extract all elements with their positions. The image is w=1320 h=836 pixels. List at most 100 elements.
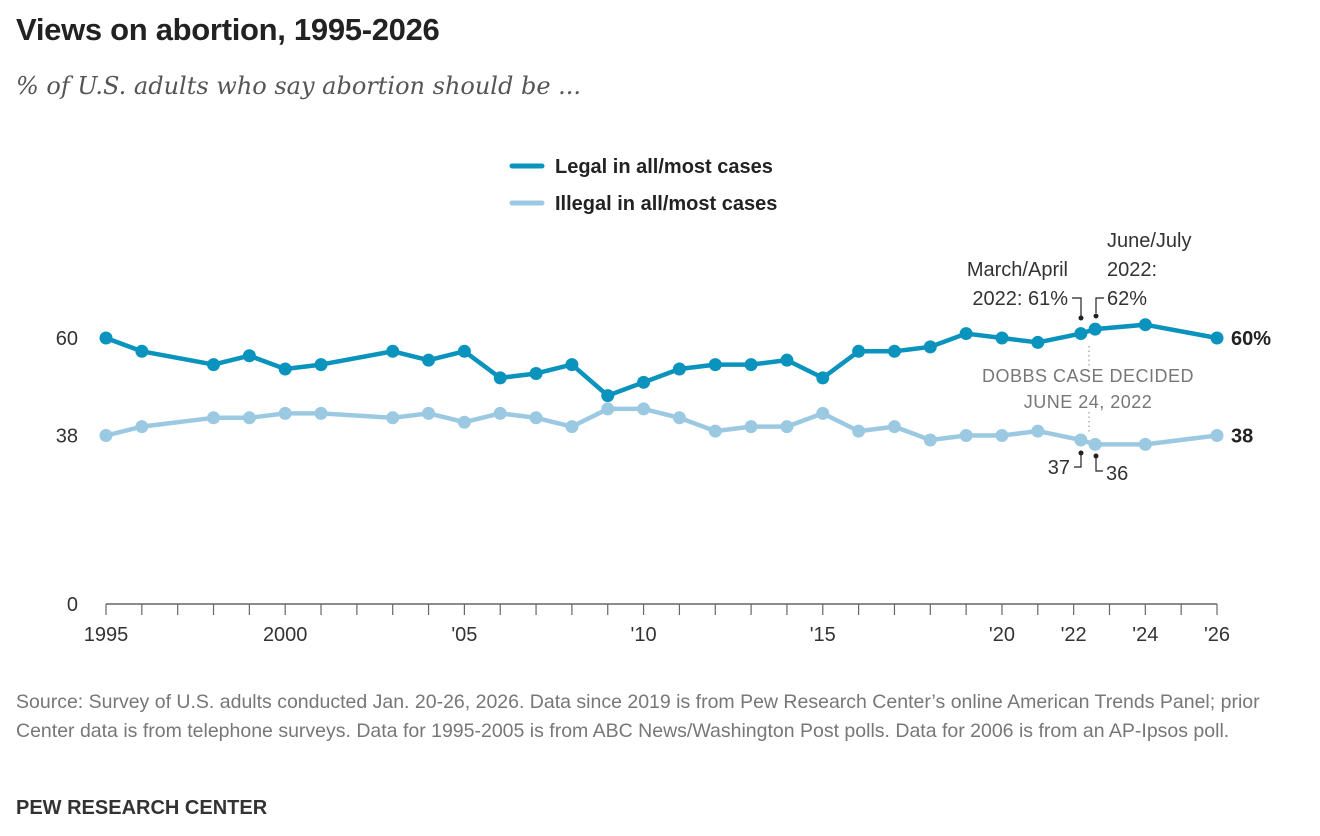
data-point: [1074, 433, 1088, 447]
anno-june-line2: 2022:: [1107, 259, 1157, 281]
data-point: [457, 344, 471, 358]
data-point: [887, 344, 901, 358]
data-point: [242, 349, 256, 363]
data-point: [278, 362, 292, 376]
x-tick-label: '10: [631, 624, 657, 646]
data-point: [923, 433, 937, 447]
data-point: [1088, 322, 1102, 336]
data-point: [278, 406, 292, 420]
anno-june-leader: [1095, 297, 1104, 313]
anno-37-label: 37: [1048, 457, 1070, 479]
anno-march-leader: [1072, 297, 1082, 316]
series-group: 60% 38: [99, 318, 1271, 451]
data-point: [314, 406, 328, 420]
legend-label-legal: Legal in all/most cases: [555, 156, 773, 178]
data-point: [995, 429, 1009, 443]
data-point: [493, 371, 507, 385]
data-point: [816, 371, 830, 385]
data-point: [1031, 424, 1045, 438]
data-point: [493, 406, 507, 420]
anno-june-line3: 62%: [1107, 288, 1147, 310]
data-point: [529, 411, 543, 425]
series-illegal: 38: [99, 402, 1253, 451]
anno-march-line2: 2022: 61%: [972, 288, 1068, 310]
data-point: [887, 420, 901, 434]
data-point: [601, 389, 615, 403]
x-tick-label: '15: [810, 624, 836, 646]
data-point: [744, 420, 758, 434]
data-point: [959, 429, 973, 443]
data-point: [1210, 331, 1224, 345]
data-point: [780, 420, 794, 434]
data-point: [923, 340, 937, 354]
data-point: [242, 411, 256, 425]
x-tick-label: '26: [1204, 624, 1230, 646]
anno-june-line1: June/July: [1107, 230, 1192, 252]
anno-36-dot: [1093, 453, 1099, 459]
legend: Legal in all/most cases Illegal in all/m…: [509, 156, 777, 215]
data-point: [386, 411, 400, 425]
anno-march-dot: [1078, 315, 1084, 321]
y-tick-label: 60: [56, 328, 78, 350]
chart-subtitle: % of U.S. adults who say abortion should…: [16, 72, 582, 100]
data-point: [995, 331, 1009, 345]
end-label: 60%: [1231, 328, 1271, 350]
data-point: [422, 406, 436, 420]
anno-37-leader: [1074, 455, 1082, 468]
data-point: [852, 424, 866, 438]
series-line: [105, 406, 1218, 447]
data-point: [708, 424, 722, 438]
data-point: [672, 362, 686, 376]
x-tick-label: '20: [989, 624, 1015, 646]
anno-march-line1: March/April: [967, 259, 1068, 281]
axes: 1995 2000 '05 '10 '15 '20 '22 '24 '26 0 38 60: [56, 328, 1230, 646]
data-point: [565, 420, 579, 434]
chart-title: Views on abortion, 1995-2026: [16, 12, 440, 47]
data-point: [207, 411, 221, 425]
data-point: [1138, 318, 1152, 332]
y-tick-label: 0: [67, 594, 78, 616]
data-point: [1074, 327, 1088, 341]
data-point: [708, 358, 722, 372]
data-point: [529, 366, 543, 380]
anno-36-leader: [1095, 458, 1103, 472]
anno-36-label: 36: [1106, 463, 1128, 485]
data-point: [422, 353, 436, 367]
dobbs-label-line2: JUNE 24, 2022: [1024, 392, 1153, 412]
y-tick-label: 38: [56, 426, 78, 448]
data-point: [780, 353, 794, 367]
data-point: [744, 358, 758, 372]
x-tick-label: 2000: [263, 624, 308, 646]
data-point: [1088, 437, 1102, 451]
data-point: [637, 375, 651, 389]
annotations: DOBBS CASE DECIDED JUNE 24, 2022 March/A…: [967, 230, 1194, 485]
data-point: [386, 344, 400, 358]
x-tick-label: 1995: [84, 624, 129, 646]
dobbs-label-line1: DOBBS CASE DECIDED: [982, 366, 1194, 386]
source-note: Source: Survey of U.S. adults conducted …: [16, 691, 1260, 742]
data-point: [1210, 429, 1224, 443]
data-point: [852, 344, 866, 358]
data-point: [959, 327, 973, 341]
data-point: [99, 429, 113, 443]
data-point: [816, 406, 830, 420]
data-point: [1138, 437, 1152, 451]
data-point: [135, 344, 149, 358]
end-label: 38: [1231, 426, 1253, 448]
x-tick-label: '22: [1061, 624, 1087, 646]
brand-label: PEW RESEARCH CENTER: [16, 797, 268, 819]
data-point: [1031, 335, 1045, 349]
data-point: [565, 358, 579, 372]
data-point: [637, 402, 651, 416]
data-point: [314, 358, 328, 372]
data-point: [207, 358, 221, 372]
anno-37-dot: [1078, 450, 1084, 456]
series-legal: 60%: [99, 318, 1271, 403]
x-tick-label: '24: [1132, 624, 1158, 646]
data-point: [135, 420, 149, 434]
data-point: [99, 331, 113, 345]
data-point: [457, 415, 471, 429]
legend-label-illegal: Illegal in all/most cases: [555, 193, 777, 215]
data-point: [672, 411, 686, 425]
